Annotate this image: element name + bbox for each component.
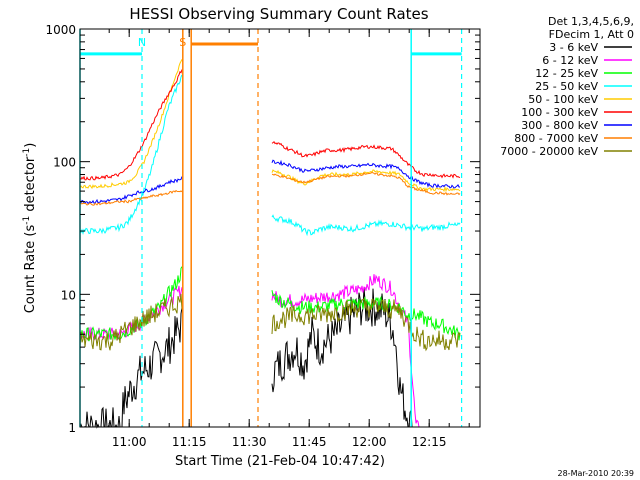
x-tick-label-2: 11:30 <box>232 435 267 449</box>
series-line-3-seg-1 <box>271 214 461 237</box>
legend: Det 1,3,4,5,6,9, FDecim 1, Att 0 3 - 6 k… <box>500 15 634 158</box>
x-axis-label: Start Time (21-Feb-04 10:47:42) <box>175 454 385 469</box>
chart-title: HESSI Observing Summary Count Rates <box>129 5 428 23</box>
x-tick-label-1: 11:15 <box>172 435 207 449</box>
y-tick-label-2: 100 <box>53 156 76 170</box>
legend-label-5: 100 - 300 keV <box>521 106 598 119</box>
x-tick-label-0: 11:00 <box>112 435 147 449</box>
render-timestamp: 28-Mar-2010 20:39 <box>558 469 635 478</box>
x-tick-label-3: 11:45 <box>292 435 327 449</box>
series-line-8-seg-0 <box>79 293 183 351</box>
y-axis-label-mid: detector <box>23 156 38 216</box>
legend-label-7: 800 - 7000 keV <box>514 132 598 145</box>
y-tick-label-0: 1 <box>68 421 76 435</box>
series-line-5-seg-1 <box>271 141 461 179</box>
x-tick-label-4: 12:00 <box>352 435 387 449</box>
y-tick-label-1: 10 <box>61 288 76 302</box>
legend-label-6: 300 - 800 keV <box>521 119 598 132</box>
series-line-1-seg-1 <box>271 274 420 428</box>
y-axis-label-end: ) <box>23 143 38 148</box>
series-line-3-seg-0 <box>79 74 183 235</box>
plot-frame <box>79 28 481 428</box>
legend-label-0: 3 - 6 keV <box>549 41 598 54</box>
y-axis-label-main: Count Rate (s <box>23 225 38 314</box>
y-axis-ticks: 1 10 100 1000 <box>45 23 480 435</box>
y-axis-label: Count Rate (s-1 detector-1) <box>22 143 38 314</box>
x-axis-ticks: 11:00 11:15 11:30 11:45 12:00 12:15 <box>108 29 470 449</box>
series-line-7-seg-1 <box>271 171 461 196</box>
legend-label-4: 50 - 100 keV <box>528 93 598 106</box>
y-axis-label-sup2: -1 <box>22 148 32 157</box>
series-line-4-seg-1 <box>271 169 461 193</box>
legend-label-8: 7000 - 20000 keV <box>500 145 598 158</box>
series-line-7-seg-0 <box>79 189 183 206</box>
x-tick-label-5: 12:15 <box>412 435 447 449</box>
plot-lines <box>79 59 461 429</box>
legend-label-2: 12 - 25 keV <box>535 67 598 80</box>
legend-header-line2: FDecim 1, Att 0 <box>549 28 634 41</box>
y-tick-label-3: 1000 <box>45 23 76 37</box>
series-line-6-seg-1 <box>271 159 460 189</box>
series-line-6-seg-0 <box>79 176 183 204</box>
y-axis-label-sup1: -1 <box>22 216 32 225</box>
legend-label-3: 25 - 50 keV <box>535 80 598 93</box>
legend-header-line1: Det 1,3,4,5,6,9, <box>548 15 634 28</box>
marker-label-n: N <box>138 36 146 49</box>
marker-label-s: S <box>179 36 186 49</box>
series-line-4-seg-0 <box>79 59 183 190</box>
legend-label-1: 6 - 12 keV <box>542 54 598 67</box>
series-line-5-seg-0 <box>79 69 183 181</box>
series-line-8-seg-1 <box>271 297 461 352</box>
